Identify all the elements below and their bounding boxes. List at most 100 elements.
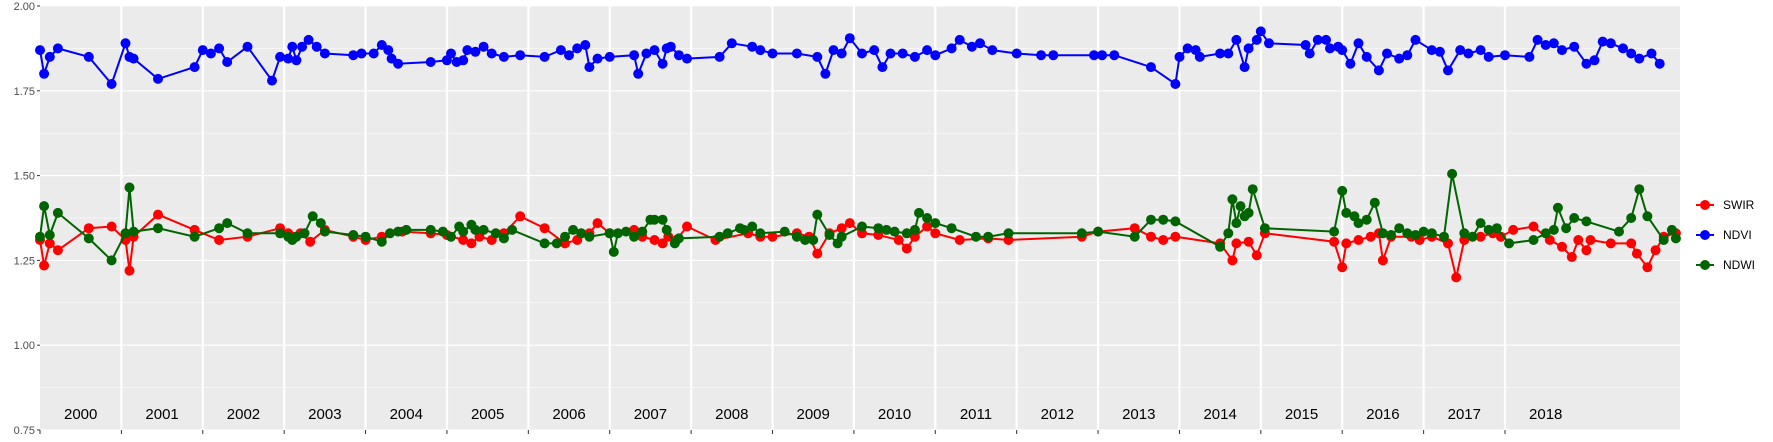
ndvi-point [572, 43, 583, 54]
legend-item-ndvi: NDVI [1696, 228, 1752, 242]
swir-point [214, 235, 225, 245]
ndwi-point [1361, 214, 1372, 225]
ndwi-point [1243, 207, 1254, 218]
ndwi-point [1227, 194, 1238, 205]
ndwi-point [714, 231, 725, 242]
ndvi-point [35, 45, 45, 56]
ndvi-point [1312, 34, 1323, 45]
year-label: 2009 [797, 406, 830, 423]
ndvi-point [470, 46, 481, 57]
ndvi-point [1634, 53, 1645, 64]
ndwi-point [1353, 218, 1364, 229]
ndvi-point [478, 41, 489, 52]
legend-label: NDWI [1723, 258, 1755, 272]
ndvi-point [828, 45, 839, 56]
ndwi-point [1337, 185, 1348, 196]
ndwi-point [44, 230, 55, 240]
ndvi-point [1300, 40, 1311, 50]
swir-point [682, 221, 692, 232]
ndwi-point [425, 224, 436, 235]
y-tick-label: 2.00 [14, 1, 35, 13]
ndvi-point [1255, 26, 1266, 37]
ndvi-point [83, 51, 94, 62]
ndvi-point [584, 62, 595, 73]
ndwi-point [1666, 224, 1677, 235]
ndvi-point [1597, 36, 1608, 47]
ndvi-point [515, 50, 526, 61]
ndwi-point [360, 231, 371, 242]
ndvi-point [1382, 48, 1392, 59]
ndwi-point [1215, 241, 1226, 252]
ndwi-point [376, 236, 387, 247]
ndvi-point [604, 51, 615, 62]
ndwi-point [539, 238, 550, 249]
ndvi-point [714, 51, 725, 62]
ndwi-point [909, 224, 920, 235]
ndvi-point [1361, 51, 1372, 62]
ndwi-point [307, 211, 318, 222]
ndwi-point [1658, 235, 1669, 245]
ndwi-point [889, 226, 900, 237]
ndwi-point [1561, 223, 1572, 234]
ndwi-point [1235, 201, 1246, 212]
ndvi-point [189, 62, 200, 73]
ndvi-point [555, 45, 566, 56]
ndwi-point [1483, 224, 1494, 235]
ndvi-point [877, 62, 888, 73]
series-ndvi [35, 26, 1665, 89]
year-label: 2005 [471, 406, 504, 423]
ndvi-point [812, 51, 823, 62]
ndvi-point [857, 48, 867, 59]
y-tick-label: 1.75 [14, 86, 35, 98]
ndwi-point [1670, 233, 1681, 244]
ndwi-point [1569, 213, 1580, 223]
swir-point [39, 260, 50, 271]
ndvi-point [1540, 40, 1551, 50]
ndvi-point [975, 38, 985, 49]
swir-point [1329, 236, 1340, 247]
ndwi-point [319, 226, 330, 237]
swir-point [466, 238, 477, 249]
swir-point [1557, 241, 1567, 252]
swir-point [954, 235, 965, 245]
ndwi-point [983, 231, 994, 242]
ndvi-point [1194, 51, 1205, 62]
year-label: 2002 [227, 406, 260, 423]
ndwi-point [1418, 226, 1429, 237]
ndvi-point [946, 43, 957, 54]
swir-point [657, 238, 668, 249]
ndwi-point [437, 226, 448, 237]
swir-point [1146, 231, 1156, 242]
gridlines [40, 5, 1680, 431]
ndvi-point [425, 57, 436, 67]
ndvi-point [1483, 51, 1494, 62]
ndwi-point [1552, 202, 1563, 213]
ndwi-point [922, 213, 933, 223]
ndwi-point [1394, 223, 1405, 234]
ndvi-point [197, 45, 208, 56]
ndvi-point [1223, 48, 1234, 59]
ndvi-point [1455, 45, 1466, 56]
ndwi-point [576, 228, 587, 239]
swir-point [83, 223, 94, 234]
ndwi-point [385, 228, 395, 239]
swir-point [901, 243, 912, 254]
swir-point [836, 223, 847, 234]
legend-item-ndwi: NDWI [1696, 258, 1755, 272]
ndvi-point [498, 51, 509, 62]
ndvi-point [1626, 48, 1637, 59]
swir-point [1353, 235, 1364, 245]
ndvi-point [446, 48, 456, 59]
swir-point [305, 236, 316, 247]
ndwi-point [1459, 228, 1470, 239]
year-label: 2011 [960, 406, 992, 423]
ndwi-point [83, 233, 94, 244]
ndvi-point [1097, 50, 1108, 61]
swir-point [767, 231, 778, 242]
ndwi-point [881, 224, 892, 235]
ndwi-point [1369, 197, 1380, 208]
ndvi-point [657, 58, 668, 69]
y-tick-label: 0.75 [14, 425, 35, 437]
ndvi-point [291, 55, 302, 66]
ndvi-point [106, 79, 117, 89]
